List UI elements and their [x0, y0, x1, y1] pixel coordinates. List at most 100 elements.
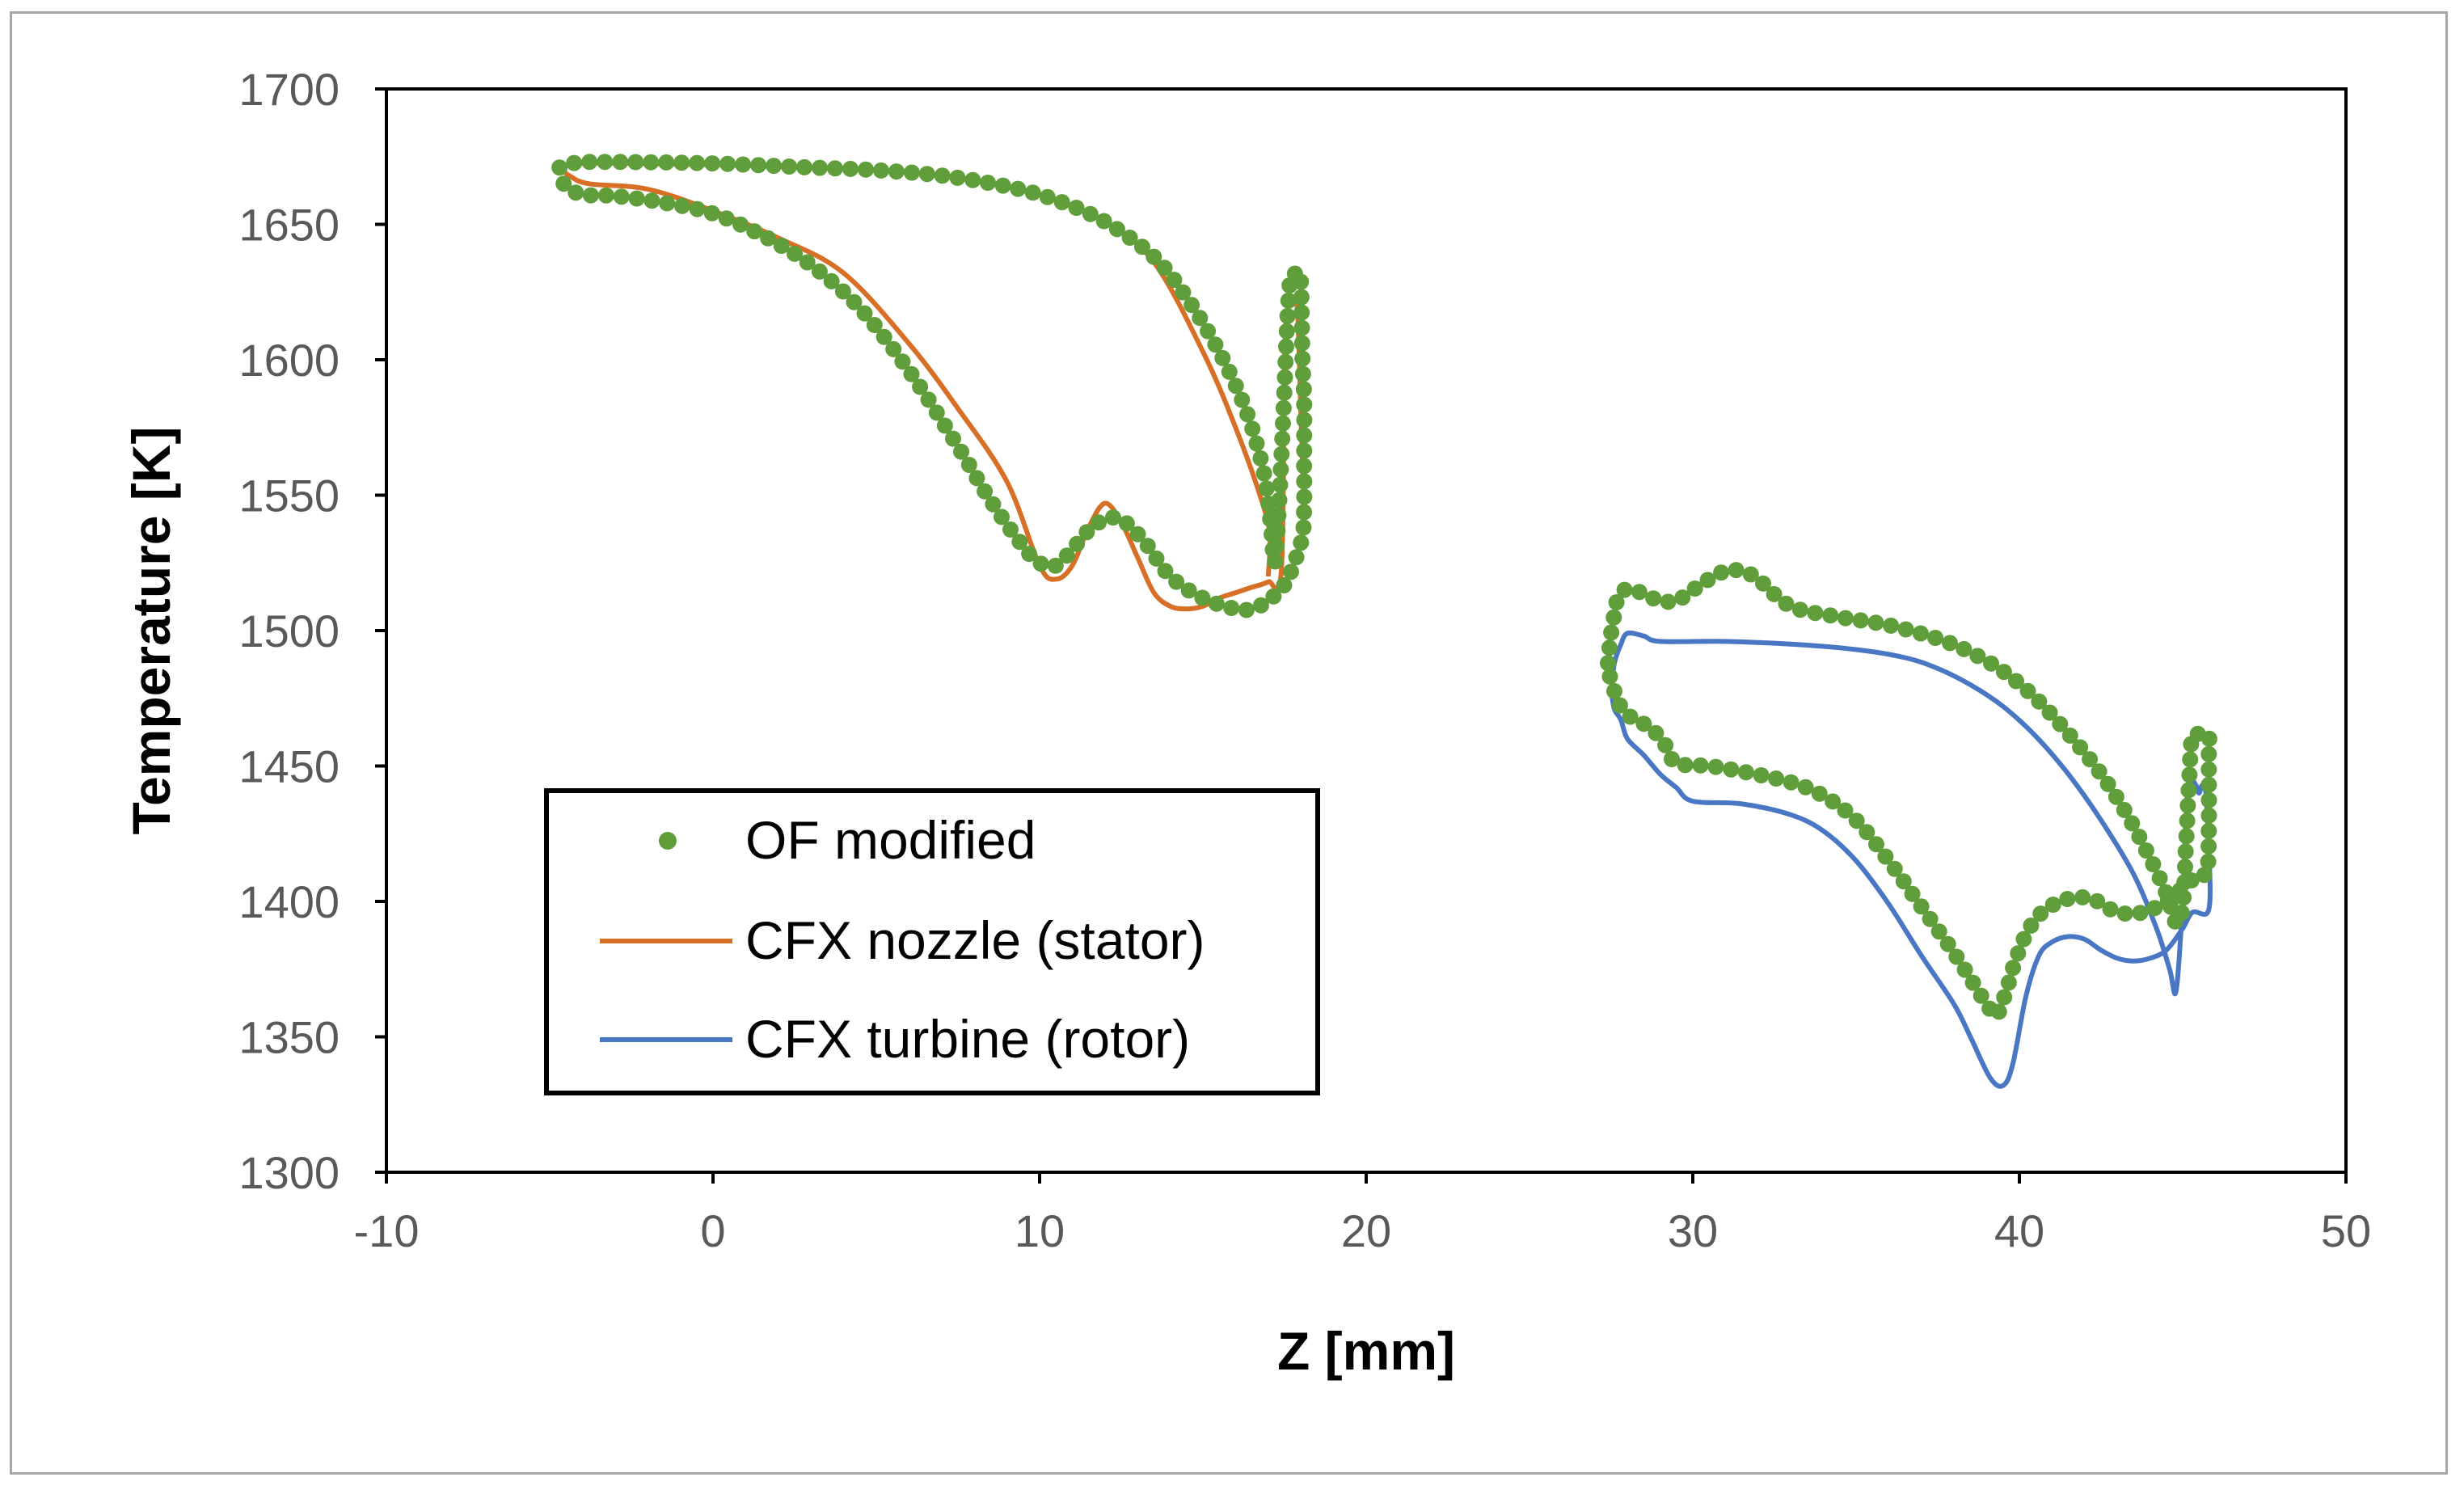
- data-point-of-modified: [1091, 514, 1108, 531]
- data-point-of-modified: [1047, 557, 1064, 574]
- data-point-of-modified: [1995, 664, 2012, 681]
- data-point-of-modified: [1660, 593, 1677, 610]
- data-point-of-modified: [2200, 853, 2217, 870]
- data-point-of-modified: [1927, 630, 1944, 646]
- data-point-of-modified: [2044, 897, 2061, 913]
- data-point-of-modified: [2145, 856, 2162, 872]
- data-point-of-modified: [597, 154, 614, 171]
- data-point-of-modified: [1996, 989, 2013, 1006]
- legend-swatch-of-modified: [659, 832, 677, 850]
- data-point-of-modified: [766, 158, 783, 175]
- data-point-of-modified: [1275, 415, 1291, 432]
- data-point-of-modified: [1895, 873, 1912, 890]
- data-point-of-modified: [1755, 575, 1771, 592]
- data-point-of-modified: [582, 187, 599, 204]
- x-tick-label: 40: [1994, 1205, 2044, 1256]
- data-point-of-modified: [994, 177, 1011, 194]
- data-point-of-modified: [1766, 585, 1783, 602]
- data-point-of-modified: [2177, 859, 2193, 876]
- data-point-of-modified: [1293, 534, 1310, 551]
- data-point-of-modified: [2005, 960, 2022, 977]
- data-point-of-modified: [936, 417, 953, 434]
- data-point-of-modified: [2091, 763, 2107, 780]
- y-tick-label: 1400: [238, 876, 340, 927]
- y-axis-title: Temperature [K]: [121, 427, 181, 835]
- data-point-of-modified: [1768, 770, 1785, 787]
- x-tick-label: 30: [1668, 1205, 1718, 1256]
- data-point-of-modified: [1294, 350, 1311, 367]
- y-tick-label: 1500: [238, 606, 340, 656]
- series-of-modified: [551, 154, 2217, 1020]
- data-point-of-modified: [1278, 338, 1294, 355]
- data-point-of-modified: [2200, 761, 2217, 778]
- data-point-of-modified: [1616, 581, 1633, 598]
- data-point-of-modified: [1095, 213, 1112, 230]
- data-point-of-modified: [2082, 751, 2099, 768]
- data-point-of-modified: [1837, 802, 1854, 819]
- data-point-of-modified: [2146, 900, 2163, 917]
- data-point-of-modified: [920, 391, 937, 408]
- x-tick-label: 0: [700, 1205, 725, 1256]
- data-point-of-modified: [1657, 736, 1674, 753]
- data-point-of-modified: [934, 167, 951, 184]
- data-point-of-modified: [1723, 761, 1740, 778]
- data-point-of-modified: [1622, 708, 1639, 725]
- data-point-of-modified: [781, 158, 798, 175]
- data-point-of-modified: [689, 200, 706, 217]
- data-point-of-modified: [1852, 612, 1869, 629]
- y-tick-label: 1700: [238, 64, 340, 115]
- y-tick-label: 1550: [238, 471, 340, 521]
- data-point-of-modified: [1737, 764, 1754, 781]
- data-point-of-modified: [1295, 381, 1312, 398]
- data-point-of-modified: [799, 254, 816, 271]
- data-point-of-modified: [912, 378, 929, 395]
- data-point-of-modified: [1728, 562, 1745, 579]
- data-point-of-modified: [673, 154, 690, 171]
- data-point-of-modified: [658, 154, 675, 171]
- data-point-of-modified: [1024, 184, 1041, 201]
- data-point-of-modified: [968, 470, 985, 487]
- data-point-of-modified: [2159, 892, 2176, 909]
- data-point-of-modified: [1276, 369, 1293, 386]
- data-point-of-modified: [1002, 521, 1019, 538]
- data-point-of-modified: [1275, 399, 1292, 416]
- data-point-of-modified: [719, 155, 736, 172]
- data-point-of-modified: [918, 166, 935, 183]
- y-tick-label: 1600: [238, 335, 340, 386]
- data-point-of-modified: [659, 195, 676, 212]
- data-point-of-modified: [1068, 200, 1085, 216]
- x-tick-label: 20: [1341, 1205, 1391, 1256]
- data-point-of-modified: [977, 483, 994, 500]
- data-point-of-modified: [1244, 420, 1261, 437]
- data-point-of-modified: [1930, 923, 1947, 940]
- data-point-of-modified: [1964, 974, 1981, 991]
- data-point-of-modified: [903, 164, 920, 181]
- data-point-of-modified: [1601, 668, 1618, 685]
- data-point-of-modified: [1267, 553, 1284, 570]
- data-point-of-modified: [1139, 538, 1156, 555]
- data-point-of-modified: [1603, 624, 1620, 641]
- data-point-of-modified: [1296, 473, 1313, 490]
- data-point-of-modified: [1200, 323, 1217, 340]
- data-point-of-modified: [1904, 885, 1921, 902]
- data-point-of-modified: [2102, 901, 2119, 918]
- data-point-of-modified: [1848, 812, 1865, 829]
- data-point-of-modified: [1223, 600, 1240, 616]
- data-point-of-modified: [1207, 336, 1224, 353]
- data-point-of-modified: [1039, 188, 1056, 205]
- data-point-of-modified: [787, 245, 803, 262]
- data-point-of-modified: [2015, 931, 2032, 947]
- data-point-of-modified: [2132, 905, 2149, 922]
- data-point-of-modified: [1913, 898, 1930, 915]
- data-point-of-modified: [2151, 870, 2168, 887]
- data-point-of-modified: [1692, 757, 1709, 774]
- data-point-of-modified: [1837, 610, 1854, 627]
- data-point-of-modified: [1032, 555, 1049, 572]
- data-point-of-modified: [2200, 791, 2217, 808]
- data-point-of-modified: [980, 175, 996, 191]
- data-point-of-modified: [1183, 297, 1200, 314]
- data-point-of-modified: [1278, 323, 1295, 340]
- data-point-of-modified: [2008, 673, 2024, 690]
- data-point-of-modified: [2116, 905, 2133, 922]
